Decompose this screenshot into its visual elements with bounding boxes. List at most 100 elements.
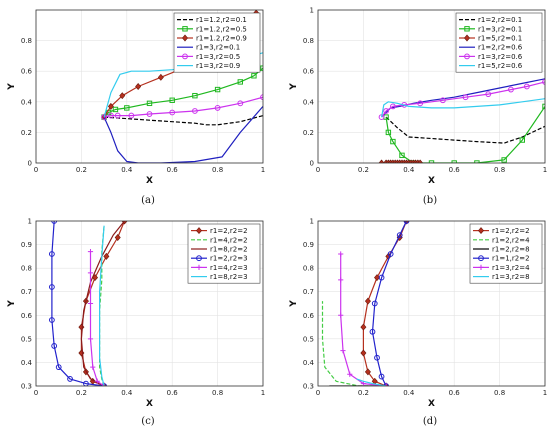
data-point-marker — [385, 129, 392, 136]
legend-label: r1=1,r2=2 — [492, 255, 530, 263]
legend: r1=2,r2=0.1r1=3,r2=0.1 r1=5,r2=0.1r1=2,r2… — [455, 12, 543, 73]
data-point-marker — [48, 317, 55, 323]
data-point-marker — [369, 328, 376, 335]
legend: r1=2,r2=2r1=2,r2=4r1=2,r2=8r1=1,r2=2r1=3… — [469, 223, 543, 284]
y-tick-label: 1 — [310, 7, 314, 15]
panel-caption: (c) — [141, 416, 155, 427]
x-tick-label: 0.4 — [403, 389, 415, 397]
data-point-marker — [87, 336, 94, 342]
legend-label: r1=8,r2=3 — [210, 273, 248, 281]
series-group — [321, 221, 410, 386]
legend-label: r1=2,r2=2 — [492, 227, 530, 235]
data-point-marker — [237, 79, 244, 85]
legend-label: r1=1.2,r2=0.5 — [196, 25, 247, 33]
legend-marker — [196, 227, 202, 235]
legend-marker — [182, 34, 188, 42]
legend-marker — [182, 53, 188, 60]
legend-marker — [182, 26, 188, 32]
legend-marker — [478, 227, 484, 235]
legend-label: r1=2,r2=2 — [210, 227, 248, 235]
legend-label: r1=5,r2=0.6 — [478, 62, 523, 70]
data-point-marker — [390, 103, 396, 110]
legend-label: r1=3,r2=0.6 — [478, 53, 523, 61]
data-point-marker — [340, 348, 346, 354]
legend-marker — [464, 53, 470, 60]
legend-box — [173, 12, 261, 73]
y-tick-label: 0.6 — [303, 68, 315, 76]
data-point-marker — [387, 251, 394, 257]
data-point-marker — [485, 91, 492, 98]
panel-caption: (b) — [423, 195, 437, 206]
y-tick-label: 1 — [28, 218, 32, 226]
x-tick-label: 0.4 — [403, 166, 415, 174]
x-axis-label: X — [428, 176, 435, 186]
data-point-marker — [251, 73, 257, 79]
y-tick-label: 0.4 — [21, 98, 33, 106]
data-point-marker — [146, 111, 153, 117]
y-tick-label: 0.9 — [303, 241, 314, 249]
data-point-marker — [417, 159, 424, 163]
y-tick-label: 0 — [310, 160, 314, 168]
x-tick-label: 0.8 — [212, 166, 223, 174]
x-tick-label: 0.4 — [121, 389, 133, 397]
data-point-marker — [67, 376, 73, 382]
series-line-1 — [104, 115, 263, 126]
series-line-1 — [385, 116, 545, 144]
data-point-marker — [48, 284, 55, 290]
data-point-marker — [390, 138, 396, 145]
series-line-6 — [381, 98, 545, 118]
data-point-marker — [157, 73, 164, 81]
legend: r1=1.2,r2=0.1r1=1.2,r2=0.5r1=1.2,r2=0.9r… — [173, 12, 261, 73]
series-line-3 — [80, 221, 125, 386]
data-point-marker — [112, 106, 119, 113]
data-point-marker — [51, 343, 58, 349]
series-line-5 — [103, 96, 263, 118]
data-point-marker — [428, 160, 435, 163]
plot-frame — [317, 9, 546, 164]
y-axis-label: Y — [289, 300, 299, 308]
chart-panel-2: 0 0.2 0.4 0.6 0.8 1 0 0.2 0.4 0.6 0.8 1 X Yr1=2,r2=0.… — [289, 7, 547, 207]
series-group — [378, 78, 545, 163]
data-point-marker — [338, 312, 344, 318]
data-point-marker — [260, 94, 263, 101]
data-point-marker — [107, 102, 114, 110]
x-tick-label: 0.8 — [494, 166, 505, 174]
legend: r1=2,r2=2r1=4,r2=2 r1=8,r2=2r1=2,r2=3r1=4… — [187, 223, 261, 284]
legend-label: r1=2,r2=8 — [492, 246, 530, 254]
data-point-marker — [371, 300, 378, 307]
y-tick-label: 0.7 — [303, 288, 314, 296]
data-point-marker — [403, 221, 410, 225]
data-point-marker — [374, 354, 380, 361]
data-point-marker — [108, 112, 114, 119]
plot-frame — [35, 9, 264, 164]
data-point-marker — [48, 251, 55, 257]
data-point-marker — [83, 380, 89, 386]
legend-marker — [478, 264, 484, 270]
x-tick-label: 0.8 — [212, 389, 223, 397]
data-point-marker — [364, 297, 371, 305]
series-line-6 — [99, 225, 105, 386]
data-point-marker — [114, 234, 121, 241]
y-tick-label: 0.6 — [21, 68, 33, 76]
y-tick-label: 0.3 — [303, 383, 314, 391]
data-point-marker — [192, 92, 198, 99]
series-line-6 — [356, 378, 387, 386]
data-point-marker — [378, 274, 385, 281]
x-tick-label: 0.4 — [121, 166, 133, 174]
x-axis-label: X — [428, 399, 435, 409]
data-point-marker — [439, 97, 446, 104]
data-point-marker — [87, 300, 94, 307]
legend-label: r1=3,r2=0.1 — [478, 25, 522, 33]
chart-panel-3: 0 0.2 0.4 0.6 0.8 1 0.3 0.4 0.5 0.6 0.7 0.8 0.9 1 X Yr1… — [7, 218, 265, 428]
y-tick-label: 0.7 — [21, 288, 32, 296]
y-tick-label: 0.8 — [303, 37, 314, 45]
data-point-marker — [124, 105, 130, 111]
legend-label: r1=1.2,r2=0.9 — [196, 35, 247, 43]
data-point-marker — [169, 109, 176, 116]
series-line-2 — [321, 301, 387, 386]
legend-label: r1=4,r2=2 — [210, 236, 248, 244]
y-tick-label: 0.4 — [303, 98, 315, 106]
y-axis-label: Y — [289, 83, 299, 91]
data-point-marker — [501, 157, 507, 163]
